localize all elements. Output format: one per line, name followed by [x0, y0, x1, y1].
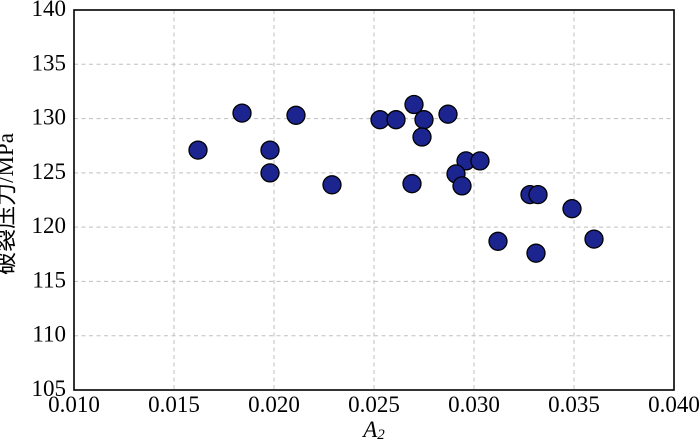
- svg-text:破裂压力/MPa: 破裂压力/MPa: [0, 133, 18, 275]
- svg-text:0.010: 0.010: [48, 392, 100, 417]
- svg-text:140: 140: [32, 0, 67, 21]
- svg-text:0.020: 0.020: [248, 392, 300, 417]
- svg-text:0.025: 0.025: [348, 392, 400, 417]
- svg-text:0.040: 0.040: [648, 392, 700, 417]
- svg-text:0.035: 0.035: [548, 392, 600, 417]
- svg-text:115: 115: [32, 267, 66, 292]
- svg-text:0.030: 0.030: [448, 392, 500, 417]
- svg-text:135: 135: [32, 50, 67, 75]
- svg-text:130: 130: [32, 105, 67, 130]
- svg-text:A2: A2: [361, 417, 385, 442]
- svg-text:125: 125: [32, 159, 67, 184]
- svg-text:0.015: 0.015: [148, 392, 200, 417]
- svg-text:120: 120: [32, 213, 67, 238]
- svg-text:110: 110: [32, 322, 66, 347]
